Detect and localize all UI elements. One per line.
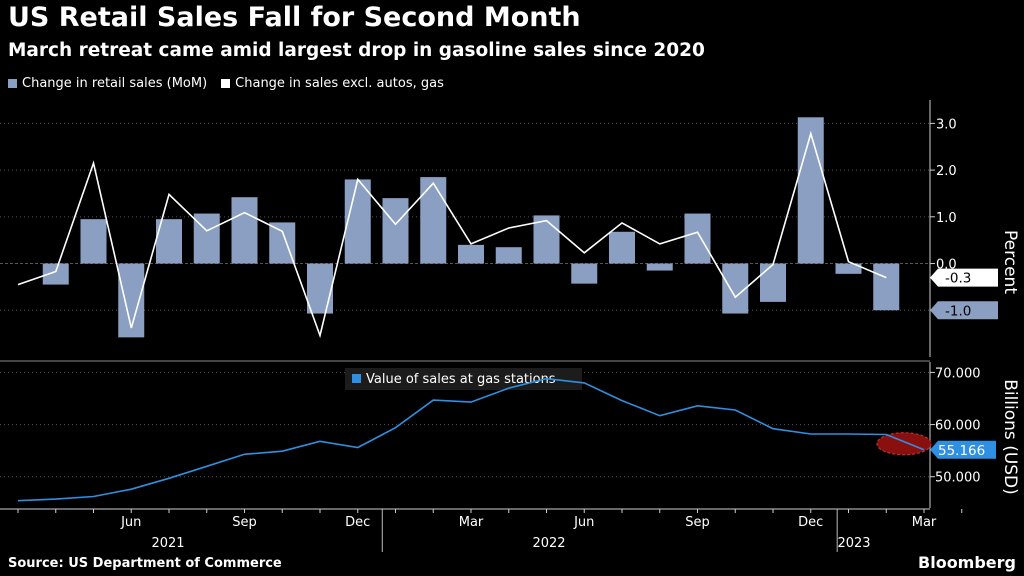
last-value-label-excl-autos-gas: -0.3 <box>945 271 971 287</box>
y-tick-label-bottom: 70.000 <box>935 366 981 381</box>
x-tick-label: Jun <box>120 515 141 530</box>
x-tick-label: Mar <box>912 515 937 530</box>
bar <box>420 177 447 264</box>
chart-subtitle: March retreat came amid largest drop in … <box>8 40 705 61</box>
bar <box>307 263 333 314</box>
legend-label-retail-sales: Change in retail sales (MoM) <box>22 76 208 91</box>
last-value-box-gas-stations <box>930 440 996 459</box>
bar <box>684 213 711 264</box>
bar <box>722 263 749 314</box>
source-note: Source: US Department of Commerce <box>8 556 282 571</box>
y-axis-title-bottom: Billions (USD) <box>1000 379 1020 495</box>
y-tick-label-top: 1.0 <box>936 211 957 226</box>
bar <box>646 263 673 271</box>
legend-label-excl-autos-gas: Change in sales excl. autos, gas <box>235 76 444 91</box>
chart-title: US Retail Sales Fall for Second Month <box>8 2 581 33</box>
bloomberg-logo: Bloomberg <box>918 553 1016 572</box>
bar <box>80 219 107 264</box>
x-tick-label: Jun <box>573 515 594 530</box>
legend-swatch-line <box>221 79 231 88</box>
x-tick-label: Sep <box>685 515 710 530</box>
legend-swatch-bar <box>8 79 17 88</box>
x-tick-label: Dec <box>798 515 823 530</box>
bar <box>797 117 824 264</box>
legend-label-gas-stations: Value of sales at gas stations <box>366 372 556 387</box>
last-value-label-retail-sales: -1.0 <box>945 303 971 319</box>
last-value-label-gas-stations: 55.166 <box>938 443 985 459</box>
legend-swatch-gas-stations <box>352 374 361 383</box>
bar <box>458 244 484 264</box>
bar <box>231 197 258 264</box>
last-value-box-retail-sales <box>930 301 998 320</box>
bar <box>835 263 862 274</box>
bar <box>609 231 635 264</box>
bar <box>495 247 522 264</box>
legend: Change in retail sales (MoM) Change in s… <box>8 76 458 91</box>
y-tick-label-top: 2.0 <box>936 164 957 179</box>
x-tick-label: Mar <box>459 515 484 530</box>
bar <box>571 263 598 284</box>
y-tick-label-top: 3.0 <box>936 117 957 132</box>
bar <box>760 263 786 302</box>
bar <box>344 179 371 264</box>
x-tick-label: Dec <box>345 515 370 530</box>
series-line-excl-autos-gas <box>17 130 887 339</box>
bar <box>873 263 900 311</box>
x-tick-label: Sep <box>232 515 257 530</box>
year-label: 2023 <box>837 536 870 551</box>
last-value-box-excl-autos-gas <box>930 268 998 287</box>
y-tick-label-bottom: 60.000 <box>935 419 981 434</box>
bar <box>533 215 560 264</box>
bar <box>42 263 69 285</box>
series-line-gas-stations <box>17 377 925 502</box>
year-label: 2022 <box>532 536 565 551</box>
highlight-oval <box>876 432 932 456</box>
year-label: 2021 <box>151 536 184 551</box>
bar <box>382 198 409 264</box>
legend-item-excl-autos-gas: Change in sales excl. autos, gas <box>221 76 444 91</box>
y-axis-title-top: Percent <box>1000 230 1020 294</box>
y-tick-label-bottom: 50.000 <box>935 471 981 486</box>
legend-item-retail-sales: Change in retail sales (MoM) <box>8 76 207 91</box>
